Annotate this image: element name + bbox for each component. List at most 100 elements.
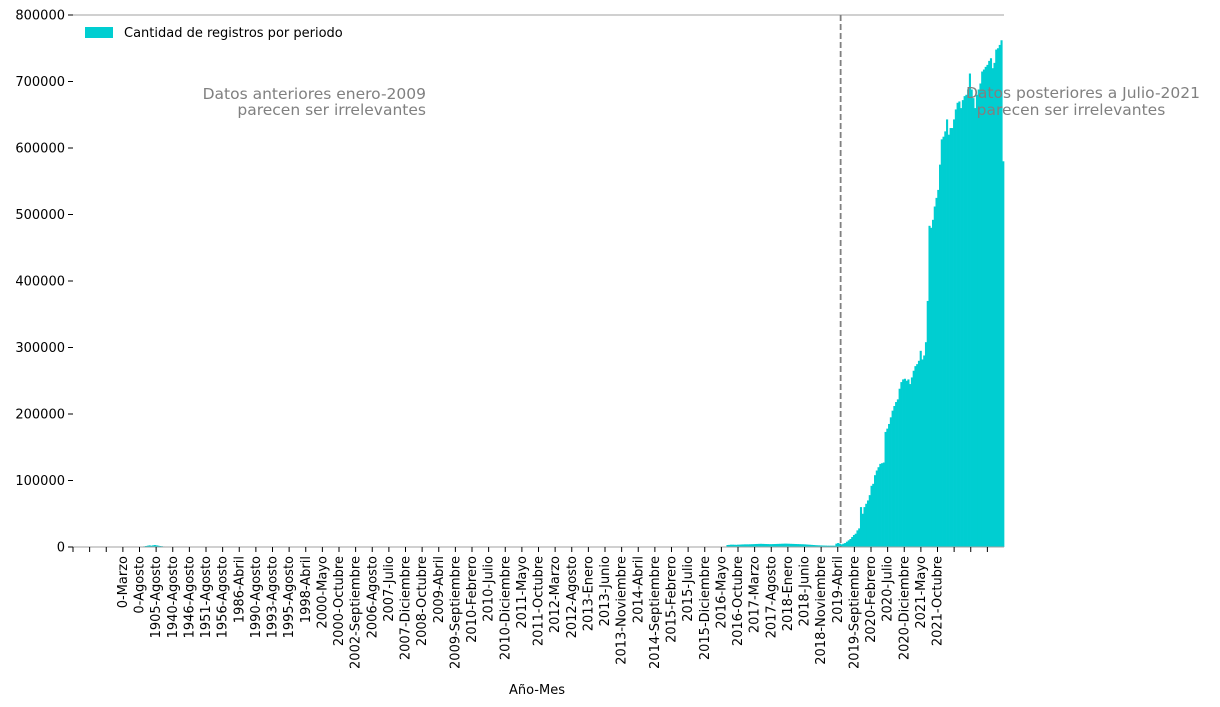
- bar: [749, 544, 752, 547]
- bar: [903, 378, 906, 547]
- bar: [851, 537, 854, 547]
- y-tick-label: 0: [57, 541, 65, 556]
- bar: [907, 379, 910, 547]
- bar: [935, 197, 938, 548]
- x-tick-label: 2018-Noviembre: [814, 556, 829, 665]
- x-tick-label: 2000-Mayo: [315, 556, 330, 629]
- x-tick-label: 0-Marzo: [116, 556, 131, 608]
- x-tick-label: 2013-Junio: [598, 556, 613, 626]
- bar: [963, 96, 966, 547]
- bar: [872, 483, 875, 547]
- x-tick-label: 2007-Diciembre: [399, 556, 414, 660]
- bar: [729, 544, 733, 547]
- bar: [801, 544, 805, 547]
- x-tick-label: 2011-Mayo: [515, 556, 530, 629]
- bar: [939, 164, 942, 548]
- bar: [953, 119, 956, 547]
- x-tick-label: 2020-Febrero: [864, 556, 879, 643]
- bar: [954, 109, 957, 548]
- bar: [960, 108, 963, 547]
- bar: [146, 545, 149, 547]
- bar: [1002, 161, 1005, 548]
- legend-label: Cantidad de registros por periodo: [124, 26, 343, 41]
- bar: [865, 503, 868, 547]
- bar: [989, 58, 993, 547]
- bar: [828, 545, 831, 547]
- bar: [919, 350, 922, 547]
- bar: [847, 540, 850, 547]
- bar: [886, 428, 889, 547]
- annotation-right-line1: Datos posteriores a Julio-2021: [966, 84, 1200, 102]
- y-tick-label: 300000: [15, 341, 65, 356]
- bar: [155, 545, 158, 547]
- bar: [956, 102, 959, 547]
- bar: [742, 544, 745, 547]
- x-tick-label: 2020-Julio: [881, 556, 896, 622]
- bar: [902, 379, 905, 547]
- y-tick-label: 400000: [15, 275, 65, 290]
- bar: [803, 544, 806, 547]
- x-tick-label: 2010-Julio: [482, 556, 497, 622]
- x-tick-label: 1956-Agosto: [216, 556, 231, 638]
- bar: [744, 544, 747, 547]
- bar: [726, 545, 729, 547]
- bar: [970, 89, 973, 547]
- y-tick-label: 200000: [15, 408, 65, 423]
- bar: [745, 544, 748, 547]
- bar: [909, 384, 912, 547]
- x-tick-label: 2006-Agosto: [365, 556, 380, 638]
- bar: [831, 545, 834, 547]
- bar: [879, 463, 882, 548]
- x-tick-label: 2018-Junio: [798, 556, 813, 626]
- bar: [779, 543, 782, 547]
- bar: [780, 543, 784, 547]
- x-tick-label: 2017-Marzo: [748, 556, 763, 633]
- bar: [784, 543, 787, 547]
- bar: [881, 463, 884, 547]
- x-tick-label: 2000-Octubre: [332, 556, 347, 646]
- axes-group: 0 100000 200000 300000 400000 500000 600000 700…: [15, 9, 1004, 669]
- bar: [917, 360, 921, 547]
- bar: [849, 539, 852, 547]
- x-tick-label: 2018-Enero: [781, 556, 796, 631]
- x-tick-label: 2019-Septiembre: [847, 556, 862, 669]
- bar: [933, 206, 936, 547]
- bar: [958, 101, 961, 547]
- bar: [835, 543, 838, 547]
- x-tick-label: 1995-Agosto: [282, 556, 297, 638]
- bar: [807, 544, 810, 547]
- annotation-right-line2: parecen ser irrelevantes: [977, 101, 1166, 119]
- bar: [756, 543, 759, 547]
- bar: [751, 544, 754, 547]
- x-tick-label: 2009-Septiembre: [448, 556, 463, 669]
- bar: [975, 94, 978, 548]
- bar: [863, 507, 866, 547]
- x-tick-label: 2002-Septiembre: [349, 556, 364, 669]
- y-tick-label: 800000: [15, 9, 65, 24]
- bar: [852, 535, 856, 547]
- bar: [157, 545, 160, 547]
- bar: [967, 89, 970, 547]
- x-tick-label: 2021-Octubre: [931, 556, 946, 646]
- bar: [758, 543, 761, 547]
- bar: [889, 417, 892, 547]
- bar: [977, 89, 980, 547]
- bar: [996, 48, 1000, 547]
- bar: [798, 544, 801, 547]
- bar: [900, 382, 903, 547]
- bar: [923, 355, 926, 547]
- bar: [809, 544, 812, 547]
- bar: [150, 545, 153, 547]
- bar: [930, 227, 933, 548]
- bar: [1000, 40, 1003, 548]
- bar: [914, 366, 917, 547]
- bar: [793, 543, 796, 547]
- bar: [823, 545, 826, 547]
- x-tick-label: 2015-Febrero: [665, 556, 680, 643]
- bar: [870, 485, 873, 547]
- x-tick-label: 2010-Febrero: [465, 556, 480, 643]
- bar: [842, 543, 845, 547]
- x-tick-label: 2019-Abril: [831, 556, 846, 623]
- y-tick-label: 500000: [15, 208, 65, 223]
